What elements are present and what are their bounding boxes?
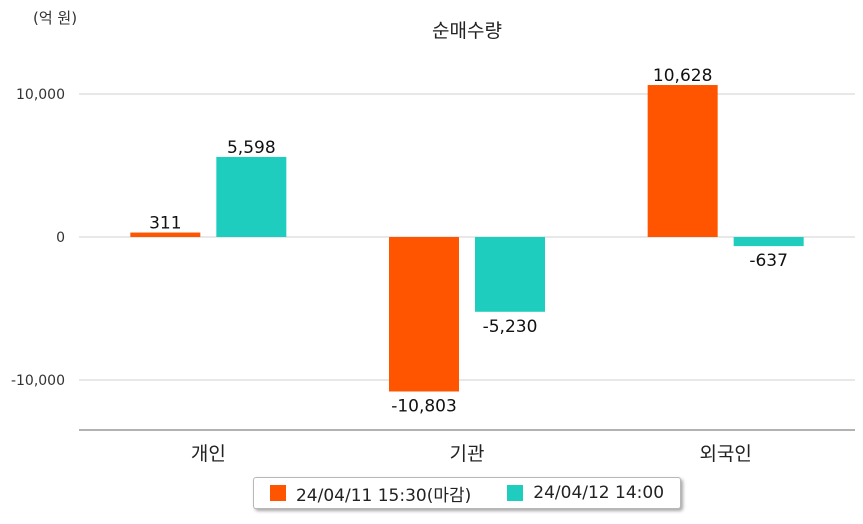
bar[interactable] <box>733 237 804 247</box>
x-tick-label: 외국인 <box>699 443 751 465</box>
grid-layer: 10,000 0 -10,000 <box>11 87 855 389</box>
data-label: -5,230 <box>483 317 538 337</box>
data-label: 10,628 <box>653 66 712 86</box>
bar[interactable] <box>475 237 545 312</box>
legend-swatch-series-2 <box>507 485 524 501</box>
x-tick-label: 개인 <box>191 443 226 465</box>
bar-layer <box>130 85 804 392</box>
chart-unit-label: (억 원) <box>33 9 77 27</box>
bar[interactable] <box>130 232 201 237</box>
label-layer: 311 5,598 -10,803 -5,230 10,628 -637 <box>149 66 788 416</box>
legend-swatch-series-1 <box>269 485 286 501</box>
legend-label-series-2: 24/04/12 14:00 <box>533 483 665 503</box>
bar[interactable] <box>216 156 287 237</box>
bar[interactable] <box>647 85 718 238</box>
y-tick-label: -10,000 <box>11 373 65 389</box>
legend-label-series-1: 24/04/11 15:30(마감) <box>295 485 472 506</box>
data-label: 5,598 <box>227 138 276 158</box>
legend-item-series-2[interactable]: 24/04/12 14:00 <box>507 483 664 503</box>
data-label: -10,803 <box>391 396 457 416</box>
x-tick-label: 기관 <box>450 443 485 465</box>
xtick-layer: 개인 기관 외국인 <box>191 443 752 465</box>
data-label: -637 <box>749 251 788 271</box>
y-tick-label: 0 <box>56 230 65 246</box>
y-tick-label: 10,000 <box>16 87 65 103</box>
bar[interactable] <box>389 237 459 392</box>
legend-item-series-1[interactable]: 24/04/11 15:30(마감) <box>269 481 472 506</box>
legend: 24/04/11 15:30(마감) 24/04/12 14:00 <box>253 477 681 509</box>
data-label: 311 <box>149 214 181 234</box>
chart-title: 순매수량 <box>432 20 502 42</box>
